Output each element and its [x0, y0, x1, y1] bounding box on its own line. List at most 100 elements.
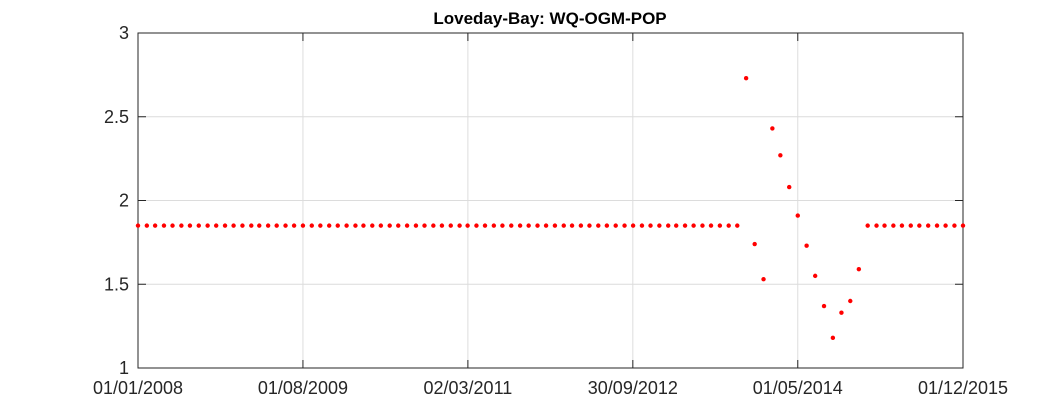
data-point — [431, 223, 436, 228]
data-point — [717, 223, 723, 228]
data-point — [708, 223, 714, 228]
data-point — [770, 126, 775, 131]
data-point — [934, 223, 940, 228]
data-point — [257, 223, 262, 228]
data-point — [761, 277, 766, 282]
data-point — [205, 223, 210, 228]
data-point — [404, 223, 410, 228]
data-point — [952, 223, 957, 228]
y-tick-label: 1.5 — [104, 274, 129, 294]
data-point — [543, 223, 549, 228]
data-point — [682, 223, 688, 228]
data-point — [179, 223, 184, 228]
data-point — [874, 223, 879, 228]
data-point — [752, 241, 757, 247]
data-point — [778, 153, 783, 158]
x-tick-label: 02/03/2011 — [424, 378, 513, 398]
data-point — [500, 223, 505, 228]
data-point — [422, 223, 427, 228]
data-point — [613, 223, 618, 228]
data-point — [535, 223, 540, 228]
data-point — [578, 223, 584, 228]
data-point — [865, 223, 870, 228]
data-point — [161, 223, 167, 228]
y-tick-label: 1 — [119, 358, 129, 378]
data-point — [370, 223, 375, 228]
data-point — [604, 223, 610, 228]
data-point — [812, 273, 818, 279]
data-point — [587, 223, 592, 228]
data-point — [509, 223, 514, 228]
data-point — [300, 223, 306, 228]
data-point — [596, 223, 601, 228]
data-point — [960, 223, 966, 228]
data-point — [908, 223, 913, 228]
data-point — [882, 223, 887, 228]
data-point — [152, 223, 158, 228]
data-point — [144, 223, 150, 228]
data-point — [743, 76, 749, 81]
data-point — [491, 223, 497, 228]
data-point — [249, 223, 254, 228]
ticks — [137, 32, 964, 369]
data-point — [361, 223, 366, 228]
data-point — [622, 223, 627, 228]
data-point — [265, 223, 271, 228]
data-points — [135, 76, 966, 341]
data-point — [891, 223, 896, 228]
y-tick-label: 2.5 — [104, 107, 129, 127]
data-point — [787, 184, 792, 190]
data-point — [231, 223, 236, 228]
data-point — [856, 266, 862, 272]
data-point — [222, 223, 228, 228]
data-point — [196, 223, 201, 228]
data-point — [943, 223, 948, 228]
data-point — [795, 213, 800, 218]
data-point — [839, 310, 844, 315]
data-point — [353, 223, 358, 228]
data-point — [674, 223, 679, 228]
data-point — [700, 223, 705, 228]
data-point — [526, 223, 531, 228]
data-point — [848, 298, 853, 304]
data-point — [187, 223, 193, 228]
data-point — [691, 223, 696, 228]
data-point — [170, 223, 175, 228]
data-point — [630, 223, 636, 228]
data-point — [335, 223, 340, 228]
data-point — [213, 223, 219, 228]
data-point — [135, 223, 141, 228]
data-point — [648, 223, 653, 228]
data-point — [283, 223, 288, 228]
data-point — [465, 223, 470, 228]
data-point — [552, 223, 558, 228]
data-point — [517, 223, 523, 228]
data-point — [448, 223, 453, 228]
x-tick-label: 01/01/2008 — [93, 378, 183, 398]
data-point — [387, 223, 392, 228]
data-point — [240, 223, 245, 228]
x-tick-label: 30/09/2012 — [588, 378, 678, 398]
data-point — [899, 223, 905, 228]
x-tick-label: 01/12/2015 — [918, 378, 1008, 398]
data-point — [439, 223, 445, 228]
x-tick-label: 01/05/2014 — [753, 378, 843, 398]
data-point — [457, 223, 462, 228]
data-point — [344, 223, 349, 228]
data-point — [482, 223, 488, 228]
tick-labels: 01/01/2008 01/08/2009 02/03/2011 30/09/2012… — [93, 23, 1008, 398]
data-point — [378, 223, 384, 228]
data-point — [925, 223, 931, 228]
y-tick-label: 3 — [119, 23, 129, 43]
chart-title: Loveday-Bay: WQ-OGM-POP — [433, 9, 666, 28]
data-point — [804, 243, 809, 248]
data-point — [413, 223, 419, 228]
data-point — [474, 223, 479, 228]
data-point — [569, 223, 575, 228]
data-point — [291, 223, 297, 228]
data-point — [726, 223, 731, 228]
data-point — [274, 223, 279, 228]
data-point — [666, 223, 671, 228]
data-point — [821, 303, 827, 309]
